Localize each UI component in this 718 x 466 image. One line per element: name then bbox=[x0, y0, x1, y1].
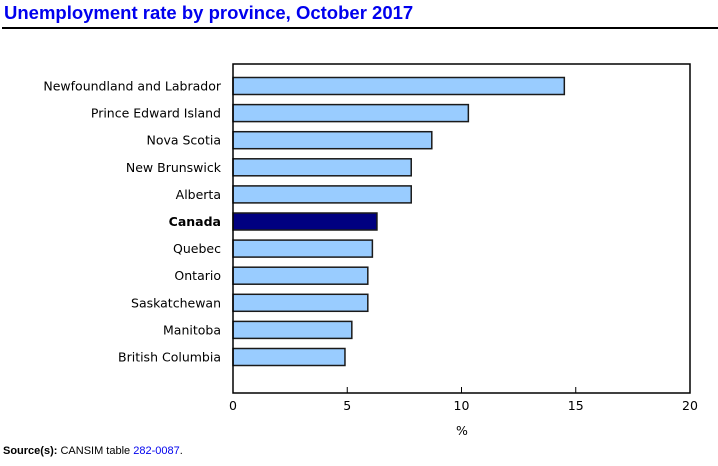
category-labels: Newfoundland and Labrador Prince Edward I… bbox=[43, 79, 221, 365]
category-label-ontario: Ontario bbox=[174, 268, 221, 283]
category-label-prince-edward-island: Prince Edward Island bbox=[91, 106, 221, 121]
category-label-alberta: Alberta bbox=[176, 187, 221, 202]
bar-new-brunswick bbox=[232, 158, 412, 177]
source-label: Source(s): bbox=[3, 445, 58, 457]
x-tick-label-10: 10 bbox=[454, 398, 470, 413]
x-tick-label-5: 5 bbox=[343, 398, 351, 413]
title-divider bbox=[2, 27, 718, 29]
source-link[interactable]: 282-0087 bbox=[133, 445, 180, 457]
x-axis-ticks: 0 5 10 15 20 bbox=[229, 387, 698, 413]
source-text: CANSIM table bbox=[60, 445, 131, 457]
category-label-newfoundland-and-labrador: Newfoundland and Labrador bbox=[43, 79, 221, 94]
source-note: Source(s): CANSIM table 282-0087. bbox=[3, 445, 183, 457]
category-label-british-columbia: British Columbia bbox=[118, 350, 221, 365]
category-label-saskatchewan: Saskatchewan bbox=[131, 295, 221, 310]
bar-nova-scotia bbox=[232, 130, 433, 150]
bar-newfoundland-and-labrador bbox=[232, 76, 566, 96]
x-tick-label-0: 0 bbox=[229, 398, 237, 413]
bar-prince-edward-island bbox=[232, 103, 470, 123]
category-label-quebec: Quebec bbox=[173, 241, 221, 256]
x-axis-label: % bbox=[456, 423, 468, 438]
category-label-nova-scotia: Nova Scotia bbox=[146, 133, 221, 148]
bar-ontario bbox=[232, 266, 369, 285]
bar-alberta bbox=[232, 185, 412, 204]
category-label-manitoba: Manitoba bbox=[163, 322, 221, 337]
bar-quebec bbox=[232, 239, 374, 258]
category-label-new-brunswick: New Brunswick bbox=[126, 160, 222, 175]
bar-british-columbia bbox=[232, 347, 346, 367]
bars-layer bbox=[232, 76, 566, 367]
x-tick-label-15: 15 bbox=[568, 398, 584, 413]
source-end: . bbox=[179, 445, 183, 457]
category-label-canada: Canada bbox=[169, 214, 221, 229]
bar-canada bbox=[232, 212, 378, 231]
bar-saskatchewan bbox=[232, 293, 369, 313]
x-tick-label-20: 20 bbox=[682, 398, 698, 413]
bar-chart: Newfoundland and Labrador Prince Edward I… bbox=[43, 63, 698, 438]
chart-title: Unemployment rate by province, October 2… bbox=[4, 2, 414, 23]
bar-manitoba bbox=[232, 320, 353, 340]
